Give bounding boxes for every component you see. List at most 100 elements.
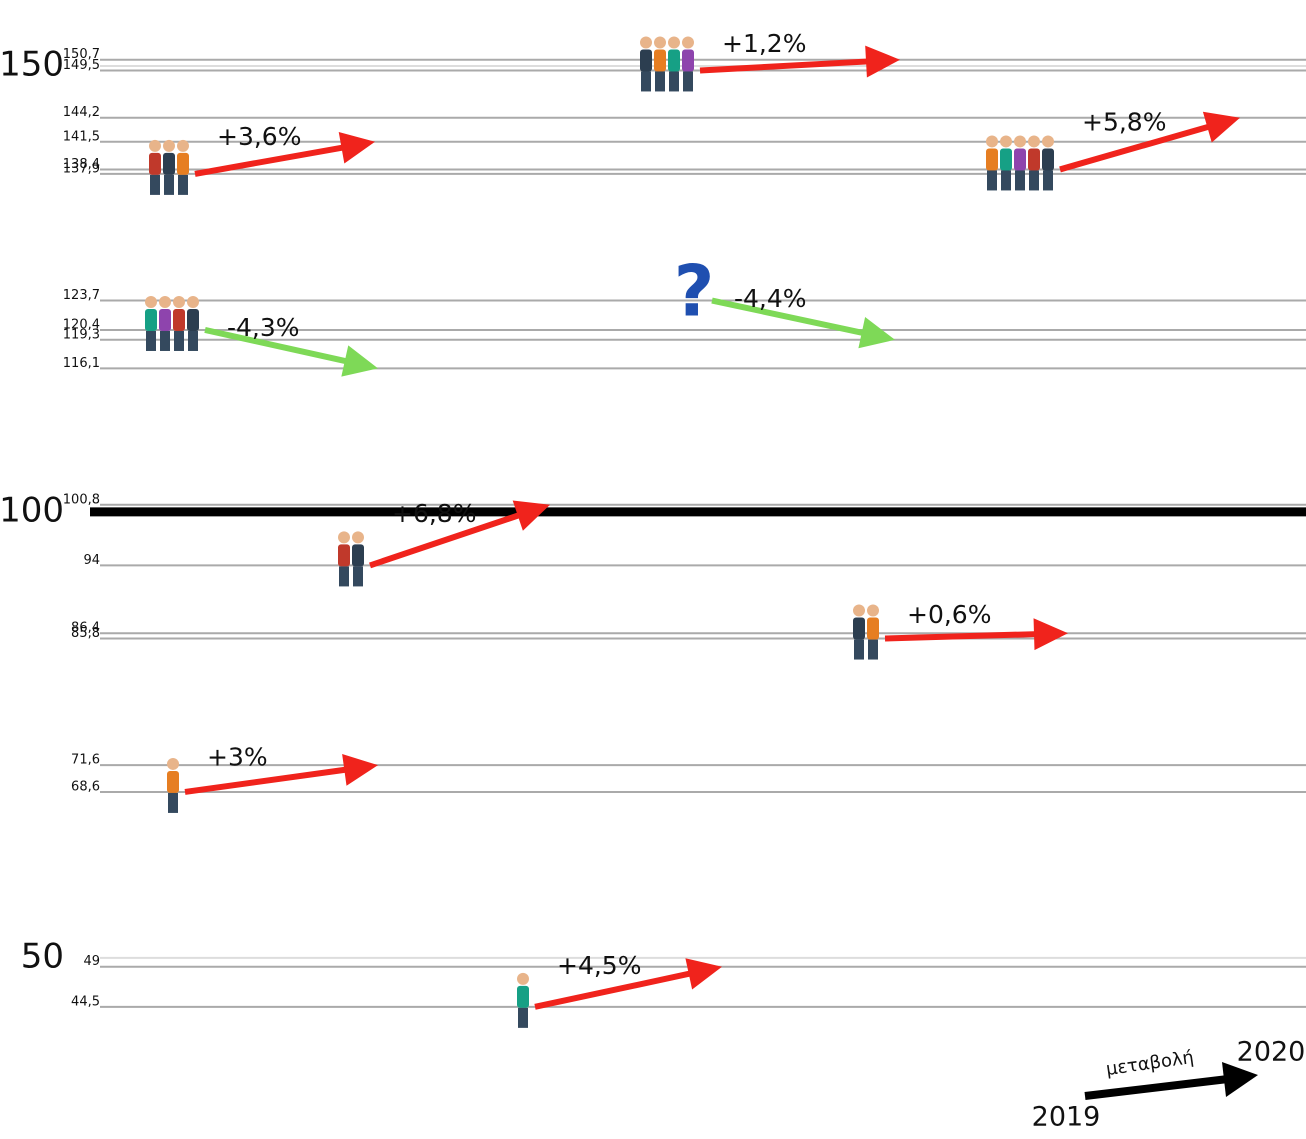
y-tick-label: 137,9 [63, 161, 100, 176]
person-head [173, 295, 185, 308]
person-legs [1015, 170, 1025, 191]
y-tick-label: 150,7 [63, 47, 100, 62]
change-label: +3% [207, 743, 268, 772]
person-body [1014, 148, 1026, 171]
person-body [654, 49, 666, 72]
person-legs [1029, 170, 1039, 191]
arrow [1059, 111, 1240, 173]
person-head [1014, 135, 1026, 148]
person-body [1042, 148, 1054, 171]
person-body [853, 617, 865, 640]
person-head [654, 36, 666, 49]
person-head [145, 295, 157, 308]
person-legs [178, 174, 188, 195]
marker: ? [674, 251, 715, 333]
people-icon [986, 135, 1054, 191]
change-label: +3,6% [217, 122, 301, 151]
person-head [338, 531, 350, 544]
person-body [177, 152, 189, 175]
person-body [1028, 148, 1040, 171]
person-body [352, 544, 364, 567]
person-body [338, 544, 350, 567]
y-tick-label: 119,3 [63, 327, 100, 342]
person-legs [655, 71, 665, 92]
legend-arrow-shaft [1084, 1075, 1229, 1100]
y-tick-label: 100,8 [63, 492, 100, 507]
person-head [1042, 135, 1054, 148]
person-body [187, 308, 199, 331]
person-legs [683, 71, 693, 92]
person-head [163, 139, 175, 152]
y-tick-label: 71,6 [71, 753, 100, 768]
y-tick-label: 149,5 [63, 58, 100, 73]
change-label: -4,3% [227, 313, 300, 342]
y-tick-label: 68,6 [71, 779, 100, 794]
change-label: +4,5% [557, 951, 641, 980]
person-head [352, 531, 364, 544]
person-head [867, 604, 879, 617]
person-legs [353, 566, 363, 587]
major-tick-label: 150 [0, 44, 64, 84]
arrow [184, 754, 378, 795]
arrow [204, 327, 378, 377]
person-body [163, 152, 175, 175]
change-label: +6,8% [392, 499, 476, 528]
person-legs [854, 639, 864, 660]
person-body [1000, 148, 1012, 171]
arrow [194, 132, 375, 177]
person-head [668, 36, 680, 49]
person-legs [164, 174, 174, 195]
person-body [682, 49, 694, 72]
y-tick-label: 44,5 [71, 994, 100, 1009]
major-tick-label: 100 [0, 490, 64, 530]
y-tick-label: 94 [83, 553, 100, 568]
person-head [517, 972, 529, 985]
person-body [986, 148, 998, 171]
y-tick-label: 144,2 [63, 105, 100, 120]
arrow [884, 618, 1068, 651]
major-tick-label: 50 [21, 936, 64, 976]
person-body [640, 49, 652, 72]
person-head [177, 139, 189, 152]
people-icon [853, 604, 879, 660]
people-icon [149, 139, 189, 195]
person-legs [150, 174, 160, 195]
person-body [668, 49, 680, 72]
y-tick-label: 86,4 [71, 621, 100, 636]
y-tick-label: 123,7 [63, 288, 100, 303]
y-tick-label: 138,4 [63, 157, 100, 172]
person-legs [518, 1007, 528, 1028]
people-icon [517, 972, 529, 1028]
person-body [867, 617, 879, 640]
people-icon [167, 757, 179, 813]
person-body [149, 152, 161, 175]
person-head [1028, 135, 1040, 148]
arrow [699, 45, 900, 78]
y-tick-label: 49 [83, 954, 100, 969]
person-head [640, 36, 652, 49]
person-body [159, 308, 171, 331]
person-legs [868, 639, 878, 660]
arrow [369, 500, 550, 569]
person-body [167, 770, 179, 793]
change-label: +1,2% [722, 29, 806, 58]
person-head [149, 139, 161, 152]
legend: μεταβολή 2019 2020 [1032, 1037, 1306, 1133]
change-label: +5,8% [1082, 108, 1166, 137]
person-body [145, 308, 157, 331]
person-head [682, 36, 694, 49]
y-tick-label: 116,1 [63, 356, 100, 371]
person-legs [174, 330, 184, 351]
person-legs [669, 71, 679, 92]
person-legs [641, 71, 651, 92]
person-body [517, 985, 529, 1008]
person-legs [1043, 170, 1053, 191]
person-head [159, 295, 171, 308]
arrow [534, 958, 722, 1010]
change-label: -4,4% [734, 284, 807, 313]
person-body [173, 308, 185, 331]
person-legs [188, 330, 198, 351]
change-label: +0,6% [907, 600, 991, 629]
